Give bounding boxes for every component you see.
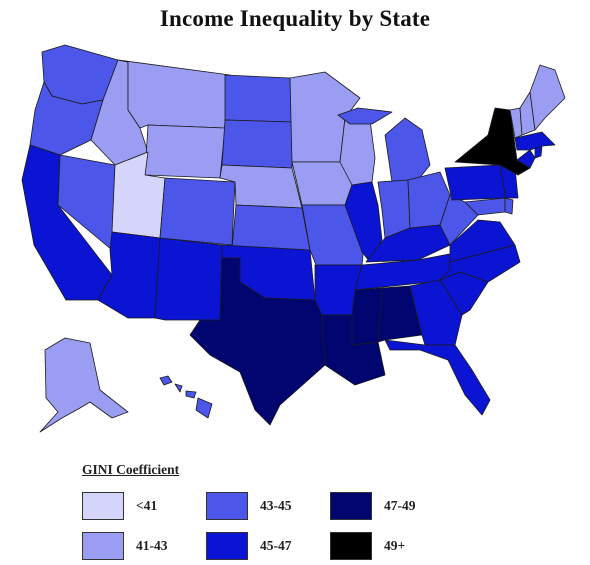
legend-label: <41 (136, 498, 158, 513)
legend-label: 49+ (384, 538, 406, 553)
state-KS[interactable] (231, 204, 311, 251)
legend-swatch (206, 532, 248, 560)
legend-title: GINI Coefficient (82, 462, 180, 477)
state-NM[interactable] (154, 237, 223, 321)
state-WY[interactable] (144, 124, 226, 179)
legend-swatch (330, 532, 372, 560)
state-CO[interactable] (159, 177, 236, 246)
legend-label: 43-45 (260, 498, 292, 513)
state-PA[interactable] (444, 164, 507, 201)
legend-item: 43-45 (206, 492, 292, 520)
state-MA[interactable] (514, 131, 556, 151)
legend-label: 47-49 (384, 498, 416, 513)
state-FL[interactable] (384, 339, 491, 416)
legend-swatch (82, 492, 124, 520)
legend-swatch (82, 532, 124, 560)
state-AK[interactable] (39, 337, 129, 433)
state-NC[interactable] (439, 244, 521, 283)
state-IN[interactable] (377, 179, 411, 239)
state-MS[interactable] (351, 287, 383, 346)
legend-swatch (206, 492, 248, 520)
legend-label: 41-43 (136, 538, 168, 553)
state-SD[interactable] (221, 119, 293, 169)
state-HI[interactable] (159, 375, 213, 419)
legend-label: 45-47 (260, 538, 292, 553)
state-TX[interactable] (189, 257, 326, 426)
legend-item: 45-47 (206, 532, 292, 560)
legend-item: 41-43 (82, 532, 168, 560)
state-DE[interactable] (504, 197, 514, 215)
legend-swatch (330, 492, 372, 520)
state-VA[interactable] (449, 219, 516, 263)
legend-item: 47-49 (330, 492, 416, 520)
state-ND[interactable] (224, 74, 293, 123)
state-AL[interactable] (377, 285, 423, 343)
state-ME[interactable] (529, 64, 566, 131)
legend-item: <41 (82, 492, 157, 520)
legend-item: 49+ (330, 532, 405, 560)
state-MT[interactable] (117, 59, 231, 129)
map-title: Income Inequality by State (159, 6, 431, 31)
